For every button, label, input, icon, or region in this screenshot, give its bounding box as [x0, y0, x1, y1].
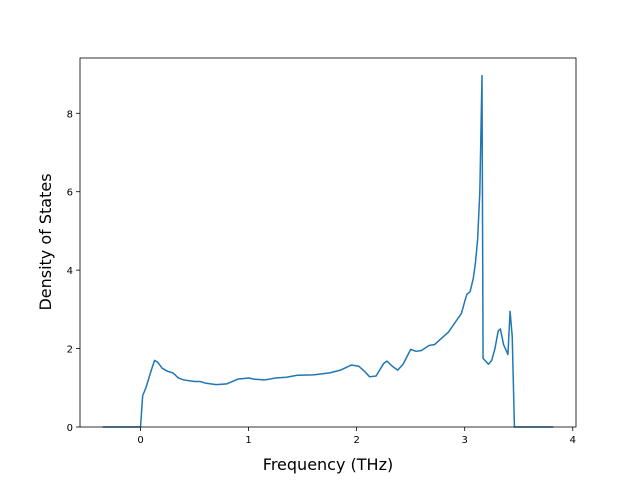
x-axis-label: Frequency (THz) [263, 455, 393, 474]
x-tick-label: 4 [570, 435, 576, 446]
line [102, 74, 554, 428]
y-tick-label: 0 [67, 423, 73, 434]
y-axis-label: Density of States [36, 173, 55, 310]
x-tick-label: 1 [245, 435, 251, 446]
y-tick-label: 8 [67, 109, 73, 120]
x-tick-label: 2 [353, 435, 359, 446]
x-tick-label: 0 [137, 435, 143, 446]
plot-frame [79, 57, 577, 428]
y-tick-label: 6 [67, 188, 73, 199]
y-tick-label: 4 [67, 266, 73, 277]
x-tick-label: 3 [462, 435, 468, 446]
y-tick-label: 2 [67, 345, 73, 356]
